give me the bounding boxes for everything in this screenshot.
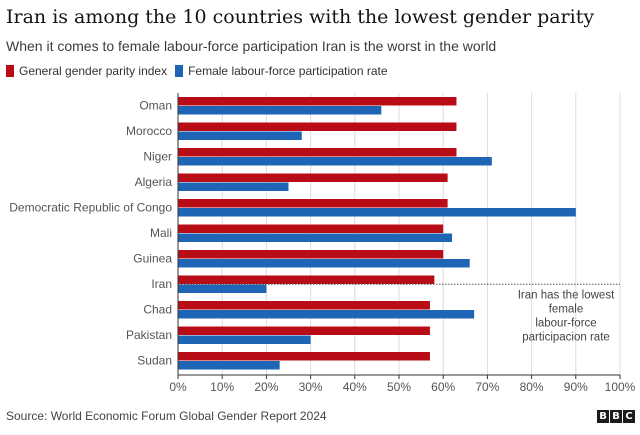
bar-parity xyxy=(178,224,444,233)
bar-labour xyxy=(178,361,280,370)
source-note: Source: World Economic Forum Global Gend… xyxy=(6,409,327,423)
x-tick-label: 40% xyxy=(343,380,367,394)
chart-title: Iran is among the 10 countries with the … xyxy=(6,6,595,28)
legend-swatch-parity xyxy=(6,65,14,77)
category-label: Algeria xyxy=(135,175,173,189)
x-tick-label: 0% xyxy=(169,380,187,394)
bbc-logo-letter: B xyxy=(610,410,622,423)
bar-labour xyxy=(178,182,289,191)
x-tick-label: 30% xyxy=(299,380,323,394)
legend-swatch-labour xyxy=(175,65,184,77)
x-tick-label: 100% xyxy=(605,380,636,394)
x-tick-label: 10% xyxy=(210,380,234,394)
category-label: Sudan xyxy=(137,354,172,368)
bar-labour xyxy=(178,259,470,268)
bar-parity xyxy=(178,326,430,335)
annotation-text: participacion rate xyxy=(522,331,610,343)
annotation-text: female xyxy=(549,303,584,315)
annotation-text: labour-force xyxy=(535,317,596,329)
bar-labour xyxy=(178,335,311,344)
legend-item-labour: Female labour-force participation rate xyxy=(175,64,388,78)
bar-labour xyxy=(178,233,453,242)
legend-label-parity: General gender parity index xyxy=(19,64,168,78)
bar-parity xyxy=(178,148,457,157)
x-tick-label: 20% xyxy=(254,380,278,394)
bbc-logo: B B C xyxy=(596,410,635,423)
annotation-text: Iran has the lowest xyxy=(518,289,615,301)
x-tick-label: 80% xyxy=(520,380,544,394)
bar-parity xyxy=(178,199,448,208)
category-label: Morocco xyxy=(126,124,172,138)
bar-parity xyxy=(178,275,435,284)
bbc-logo-letter: B xyxy=(597,410,609,423)
bar-parity xyxy=(178,352,430,361)
bar-labour xyxy=(178,208,576,217)
bar-labour xyxy=(178,157,492,166)
legend-label-labour: Female labour-force participation rate xyxy=(188,64,388,78)
category-label: Iran xyxy=(151,277,172,291)
bar-parity xyxy=(178,250,444,259)
bar-parity xyxy=(178,301,430,310)
bar-labour xyxy=(178,284,267,293)
legend-item-parity: General gender parity index xyxy=(6,64,167,78)
category-label: Oman xyxy=(139,99,172,113)
category-label: Democratic Republic of Congo xyxy=(9,201,172,215)
bar-labour xyxy=(178,310,475,319)
bar-parity xyxy=(178,122,457,131)
bbc-logo-letter: C xyxy=(623,410,635,423)
x-tick-label: 70% xyxy=(475,380,499,394)
category-label: Guinea xyxy=(133,252,172,266)
category-label: Niger xyxy=(143,150,172,164)
bar-parity xyxy=(178,173,448,182)
x-tick-label: 50% xyxy=(387,380,411,394)
category-label: Pakistan xyxy=(126,328,172,342)
bar-labour xyxy=(178,106,382,115)
legend: General gender parity index Female labou… xyxy=(6,64,396,78)
category-label: Chad xyxy=(143,303,172,317)
x-tick-label: 60% xyxy=(431,380,455,394)
chart-subtitle: When it comes to female labour-force par… xyxy=(6,38,497,54)
bar-parity xyxy=(178,97,457,106)
category-label: Mali xyxy=(150,226,172,240)
bar-labour xyxy=(178,131,302,140)
x-tick-label: 90% xyxy=(564,380,588,394)
